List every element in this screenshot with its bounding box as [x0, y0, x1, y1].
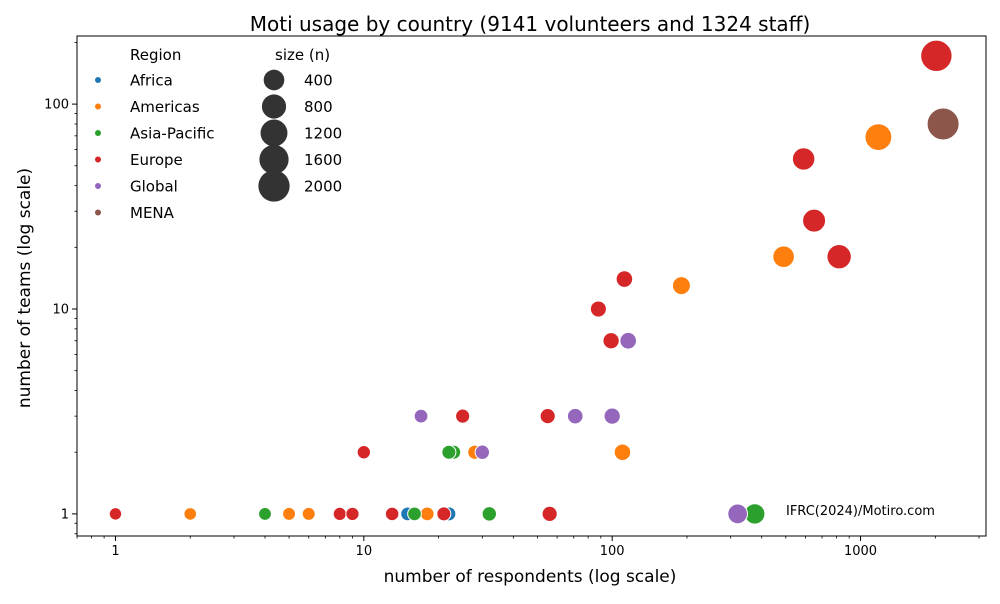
- data-point-asia-pacific: [258, 506, 272, 521]
- data-point-mena: [926, 107, 960, 141]
- data-point-global: [619, 331, 638, 350]
- data-point-global: [413, 408, 429, 424]
- x-axis: 1 10 100 1000: [76, 536, 980, 559]
- x-tick-label: 1: [111, 544, 119, 559]
- y-tick-label: 10: [52, 303, 69, 318]
- data-point-asia-pacific: [481, 506, 498, 522]
- legend-entry-label: Africa: [130, 72, 173, 90]
- data-points: [108, 39, 960, 525]
- legend-marker: [95, 77, 101, 83]
- legend-entry-label: MENA: [130, 204, 175, 222]
- size-legend-marker: [259, 144, 289, 175]
- data-point-europe: [345, 506, 360, 522]
- data-point-europe: [108, 507, 123, 521]
- x-tick-label: 1000: [844, 544, 877, 559]
- legend-marker: [95, 156, 101, 163]
- data-point-global: [727, 503, 749, 525]
- legend-entry-label: Americas: [130, 98, 200, 116]
- data-point-americas: [613, 443, 632, 461]
- data-point-europe: [802, 208, 827, 233]
- data-point-europe: [436, 506, 452, 522]
- data-point-asia-pacific: [407, 506, 422, 522]
- legend-marker: [95, 209, 101, 216]
- data-point-americas: [301, 506, 316, 521]
- size-legend-label: 1600: [304, 151, 342, 169]
- legend-marker: [95, 183, 101, 189]
- legend-size-title: size (n): [275, 46, 330, 64]
- data-point-americas: [864, 123, 893, 152]
- size-legend-label: 400: [304, 72, 333, 90]
- data-point-global: [603, 407, 621, 425]
- data-point-europe: [541, 505, 558, 523]
- x-axis-label: number of respondents (log scale): [384, 567, 677, 587]
- data-point-europe: [539, 408, 556, 425]
- data-point-europe: [791, 147, 816, 171]
- data-point-europe: [602, 332, 620, 350]
- legend-entry-label: Asia-Pacific: [130, 125, 215, 143]
- data-point-europe: [356, 445, 372, 460]
- data-point-americas: [772, 245, 795, 268]
- size-legend-marker: [260, 119, 288, 147]
- legend-entry-label: Global: [130, 178, 178, 196]
- data-point-global: [474, 444, 491, 460]
- y-axis-label: number of teams (log scale): [15, 168, 35, 408]
- data-point-europe: [455, 408, 471, 424]
- data-point-europe: [615, 270, 634, 288]
- y-axis: 1 10 100: [44, 42, 77, 535]
- data-point-europe: [384, 506, 400, 522]
- data-point-americas: [282, 506, 297, 521]
- data-point-europe: [589, 300, 607, 318]
- data-point-americas: [183, 507, 198, 521]
- y-tick-label: 1: [61, 507, 69, 522]
- legend-hue-title: Region: [130, 46, 181, 64]
- size-legend-label: 2000: [304, 178, 342, 196]
- chart-title: Moti usage by country (9141 volunteers a…: [250, 12, 811, 36]
- data-point-global: [566, 407, 584, 425]
- size-legend-marker: [263, 69, 285, 91]
- plot-frame: [76, 35, 987, 537]
- x-tick-label: 10: [356, 544, 373, 559]
- legend-marker: [95, 130, 101, 136]
- y-tick-label: 100: [44, 98, 69, 113]
- legend-entry-label: Europe: [130, 151, 183, 169]
- size-legend-marker: [261, 94, 287, 119]
- data-point-europe: [826, 244, 852, 270]
- source-annotation: IFRC(2024)/Motiro.com: [786, 504, 935, 519]
- data-point-europe: [920, 39, 953, 73]
- data-point-americas: [419, 506, 435, 522]
- size-legend-marker: [258, 170, 290, 202]
- data-point-asia-pacific: [441, 444, 457, 460]
- data-point-americas: [671, 276, 691, 296]
- legend: Region Africa Americas Asia-Pacific Europe G…: [95, 46, 342, 222]
- size-legend-label: 800: [304, 98, 333, 116]
- size-legend-label: 1200: [304, 125, 342, 143]
- x-tick-label: 100: [600, 544, 625, 559]
- legend-marker: [95, 103, 101, 110]
- data-point-europe: [332, 506, 347, 522]
